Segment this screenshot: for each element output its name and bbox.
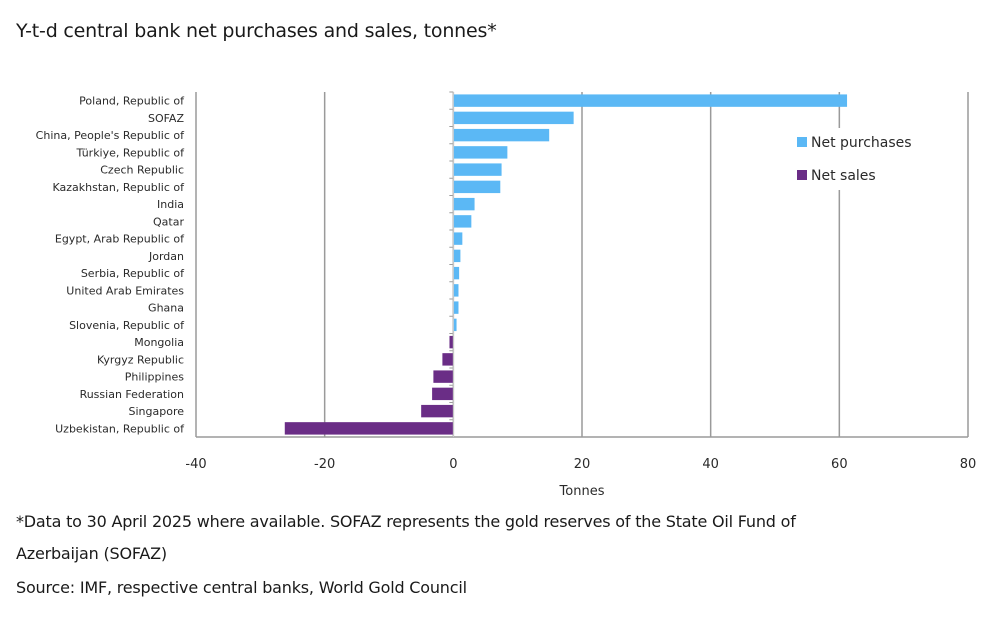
category-label: Uzbekistan, Republic of — [55, 422, 185, 435]
bar-chart: Poland, Republic of SOFAZ China, People's … — [36, 91, 976, 499]
bar-kazakhstan-republic-of — [453, 180, 501, 194]
legend-label-net-sales: Net sales — [811, 168, 876, 184]
bar-mongolia — [449, 335, 454, 349]
bar-sofaz — [453, 111, 574, 125]
category-label: Jordan — [148, 250, 184, 263]
category-label: SOFAZ — [148, 112, 184, 125]
legend-swatch-net-sales — [797, 170, 807, 180]
legend-label-net-purchases: Net purchases — [811, 135, 912, 151]
footnote-line-2: Azerbaijan (SOFAZ) — [16, 544, 167, 563]
category-label: Russian Federation — [80, 388, 184, 401]
x-tick-label: 20 — [574, 457, 591, 472]
legend-swatch-net-purchases — [797, 137, 807, 147]
chart-title: Y-t-d central bank net purchases and sal… — [16, 20, 497, 42]
bar-slovenia-republic-of — [453, 318, 457, 332]
bar-uzbekistan-republic-of — [284, 422, 454, 435]
bar-china-people-s-republic-of — [453, 128, 550, 142]
category-label: India — [157, 198, 184, 211]
legend-background — [790, 128, 935, 190]
bar-czech-republic — [453, 163, 502, 176]
category-label: Singapore — [129, 405, 185, 418]
category-labels: Poland, Republic of SOFAZ China, People's … — [36, 95, 185, 436]
category-label: Türkiye, Republic of — [75, 146, 185, 159]
x-tick-label: -40 — [185, 457, 206, 472]
x-tick-label: 80 — [960, 457, 977, 472]
x-tick-label: 0 — [449, 457, 457, 472]
category-label: Serbia, Republic of — [81, 267, 185, 280]
bar-singapore — [421, 404, 454, 418]
category-label: Kazakhstan, Republic of — [53, 181, 186, 194]
bar-egypt-arab-republic-of — [453, 232, 463, 245]
bars — [284, 94, 848, 435]
gridlines — [323, 91, 841, 438]
x-tick-label: 40 — [702, 457, 719, 472]
category-label: Czech Republic — [100, 164, 184, 177]
bar-ghana — [453, 301, 459, 314]
source-note: Source: IMF, respective central banks, W… — [16, 578, 467, 597]
category-label: United Arab Emirates — [66, 284, 184, 297]
legend: Net purchases Net sales — [790, 128, 935, 190]
category-label: Ghana — [148, 302, 184, 315]
bar-united-arab-emirates — [453, 284, 459, 297]
category-label: Slovenia, Republic of — [69, 319, 185, 332]
bar-russian-federation — [432, 387, 454, 401]
bar-kyrgyz-republic — [442, 353, 454, 366]
footnote-line-1: *Data to 30 April 2025 where available. … — [16, 512, 796, 531]
bar-qatar — [453, 215, 472, 228]
plot-frame — [195, 92, 969, 438]
bar-poland-republic-of — [453, 94, 848, 107]
category-label: Egypt, Arab Republic of — [55, 233, 185, 246]
x-tick-labels: -40 -20 0 20 40 60 80 — [185, 457, 976, 472]
bar-india — [453, 197, 475, 211]
x-tick-label: 60 — [831, 457, 848, 472]
x-axis-title: Tonnes — [559, 484, 605, 499]
category-label: China, People's Republic of — [36, 129, 185, 142]
bar-philippines — [433, 370, 454, 383]
category-label: Qatar — [153, 215, 184, 228]
x-tick-label: -20 — [314, 457, 335, 472]
category-label: Poland, Republic of — [79, 95, 185, 108]
category-label: Philippines — [125, 371, 185, 384]
bar-jordan — [453, 249, 461, 263]
bar-t-rkiye-republic-of — [453, 146, 508, 159]
category-label: Mongolia — [134, 336, 184, 349]
category-label: Kyrgyz Republic — [97, 353, 184, 366]
bar-serbia-republic-of — [453, 266, 460, 280]
